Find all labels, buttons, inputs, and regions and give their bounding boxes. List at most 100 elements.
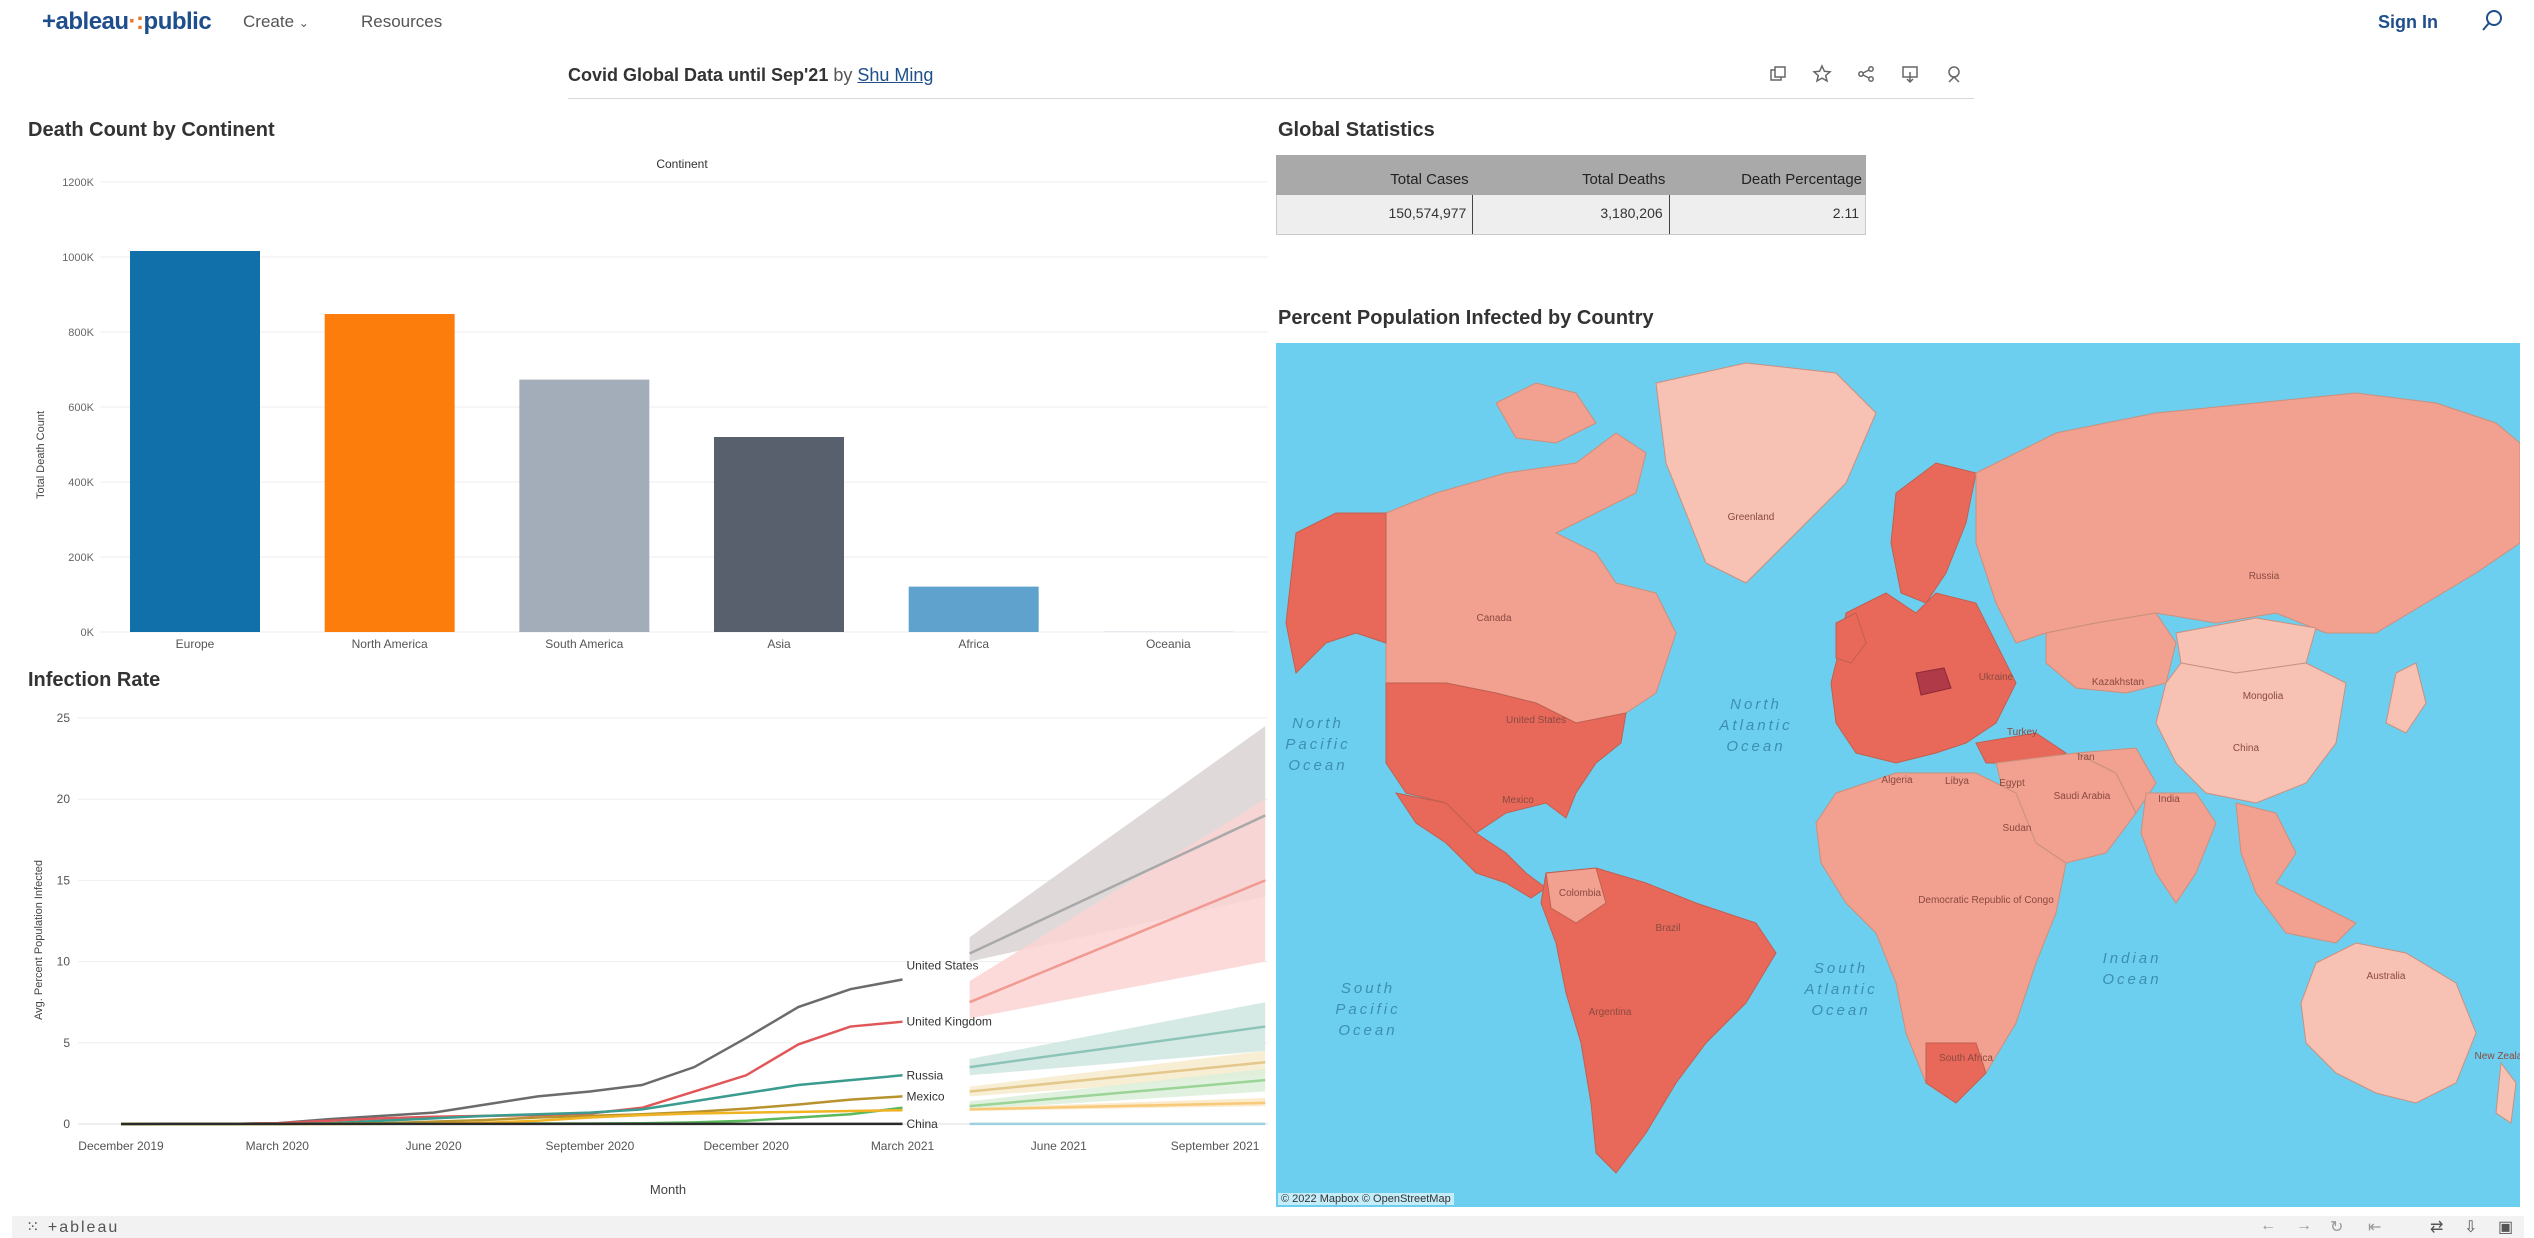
turkey-label: Turkey	[2007, 727, 2037, 738]
mexico-label: Mexico	[1502, 795, 1534, 806]
series-line-united-kingdom[interactable]	[121, 1020, 903, 1126]
undo-icon[interactable]: ←	[2260, 1217, 2276, 1234]
series-end-label: Mexico	[907, 1089, 945, 1103]
author-link[interactable]: Shu Ming	[857, 65, 934, 85]
usa-region	[1385, 682, 1627, 834]
japan-region	[2385, 662, 2427, 734]
line-xtick-label: March 2021	[871, 1139, 935, 1153]
download-footer-icon[interactable]: ⇩	[2464, 1219, 2478, 1236]
logo-dots: ·:	[128, 8, 144, 35]
usa-label: United States	[1506, 715, 1566, 726]
series-end-label: United States	[907, 958, 979, 972]
infection-chart-heading: Infection Rate	[28, 669, 161, 691]
forecast-line-united-kingdom[interactable]	[969, 879, 1266, 1004]
death-percentage-value[interactable]: 2.11	[1832, 205, 1859, 221]
tableau-public-logo[interactable]: +ableau·:public	[42, 8, 212, 36]
revert-icon[interactable]: ↻	[2330, 1219, 2344, 1236]
south-america-region	[1540, 867, 1777, 1174]
bottom-toolbar: ⁙ +ableau ← → ↻ ⇤ ⇄ ⇩ ▣	[12, 1216, 2524, 1238]
series-end-label: Russia	[907, 1068, 944, 1082]
death-count-bar-chart: Continent Total Death Count 0K 200K 400K 60…	[35, 157, 1268, 651]
nav-create[interactable]: Create ⌄	[243, 12, 309, 32]
forecast-line-united-states[interactable]	[969, 814, 1266, 955]
china-label: China	[2233, 743, 2260, 754]
scandinavia-region	[1890, 462, 1977, 604]
svg-text:Pacific: Pacific	[1285, 736, 1350, 753]
bar-ytick-label: 1200K	[62, 177, 94, 189]
arctic-islands-region	[1495, 382, 1597, 444]
tableau-footer-logo[interactable]: ⁙ +ableau	[26, 1219, 120, 1236]
nav-resources[interactable]: Resources	[361, 12, 442, 32]
bar-ytick-label: 800K	[68, 327, 94, 339]
australia-region	[2300, 942, 2477, 1104]
forecast-line-malaysia[interactable]	[969, 1078, 1266, 1108]
indian-ocean-label: Indian	[2103, 950, 2162, 967]
bar-asia[interactable]	[714, 437, 844, 632]
search-icon[interactable]	[2480, 8, 2506, 39]
russia-label: Russia	[2249, 571, 2280, 582]
viz-title-text: Covid Global Data until Sep'21	[568, 65, 829, 85]
series-end-label: United Kingdom	[907, 1015, 992, 1029]
line-xtick-label: June 2021	[1031, 1139, 1087, 1153]
map-attribution[interactable]: © 2022 Mapbox © OpenStreetMap	[1278, 1193, 1454, 1205]
fullscreen-footer-icon[interactable]: ▣	[2498, 1219, 2514, 1236]
share-icon[interactable]	[1854, 64, 1878, 88]
south-africa-label: South Africa	[1939, 1053, 1993, 1064]
total-cases-value[interactable]: 150,574,977	[1277, 195, 1474, 234]
svg-text:Pacific: Pacific	[1335, 1001, 1400, 1018]
viz-title-bar: Covid Global Data until Sep'21 by Shu Mi…	[568, 60, 1974, 99]
forecast-line-mexico[interactable]	[969, 1061, 1266, 1093]
sign-in-link[interactable]: Sign In	[2378, 12, 2438, 32]
line-xtick-label: March 2020	[246, 1139, 310, 1153]
star-icon[interactable]	[1810, 64, 1834, 88]
czechia-region	[1915, 667, 1952, 696]
forecast-line-india[interactable]	[969, 1101, 1266, 1111]
line-ytick-label: 5	[63, 1036, 70, 1050]
fullscreen-icon[interactable]	[1942, 64, 1966, 88]
libya-label: Libya	[1945, 776, 1969, 787]
colombia-region	[1545, 867, 1607, 924]
redo-icon[interactable]: →	[2296, 1217, 2312, 1234]
share-footer-icon[interactable]: ⇄	[2430, 1219, 2444, 1236]
death-chart-heading: Death Count by Continent	[28, 119, 275, 141]
saudi-arabia-label: Saudi Arabia	[2054, 791, 2111, 802]
north-atlantic-label: North	[1730, 696, 1782, 713]
forecast-line-russia[interactable]	[969, 1025, 1266, 1069]
line-xtick-label: December 2020	[704, 1139, 790, 1153]
copy-icon[interactable]	[1766, 64, 1790, 88]
bar-category-label: Asia	[767, 637, 791, 651]
kazakhstan-label: Kazakhstan	[2092, 677, 2144, 688]
svg-text:Atlantic: Atlantic	[1718, 717, 1792, 734]
china-region	[2155, 662, 2347, 804]
australia-label: Australia	[2367, 971, 2406, 982]
bar-europe[interactable]	[130, 251, 260, 632]
new-zealand-region	[2495, 1061, 2517, 1124]
total-deaths-value[interactable]: 3,180,206	[1473, 195, 1670, 234]
bar-south-america[interactable]	[519, 379, 650, 632]
north-pacific-label: North	[1292, 715, 1344, 732]
alaska-region	[1285, 512, 1387, 675]
line-ytick-label: 0	[63, 1117, 70, 1131]
global-statistics-table: Total Cases Total Deaths Death Percentag…	[1276, 155, 1866, 235]
bar-category-label: North America	[352, 637, 428, 651]
series-end-label: China	[907, 1117, 939, 1131]
line-ytick-label: 10	[57, 955, 71, 969]
download-icon[interactable]	[1898, 64, 1922, 88]
bar-africa[interactable]	[908, 586, 1039, 632]
forecast-band-united-kingdom	[969, 799, 1266, 1019]
line-xtick-label: December 2019	[78, 1139, 164, 1153]
southeast-asia-region	[2235, 802, 2357, 944]
world-map[interactable]: North Pacific Ocean North Atlantic Ocean…	[1276, 343, 2520, 1207]
line-xtick-label: September 2020	[546, 1139, 635, 1153]
mexico-region	[1394, 792, 1547, 899]
iran-label: Iran	[2077, 752, 2094, 763]
infection-rate-line-chart: Avg. Percent Population Infected Month 0…	[33, 711, 1268, 1197]
refresh-icon[interactable]: ⇤	[2368, 1219, 2382, 1236]
bar-ytick-label: 1000K	[62, 252, 94, 264]
brazil-label: Brazil	[1655, 923, 1680, 934]
line-xtick-label: September 2021	[1171, 1139, 1260, 1153]
bar-north-america[interactable]	[324, 314, 455, 632]
death-percentage-header: Death Percentage	[1741, 171, 1863, 188]
stats-value-row: 150,574,977 3,180,206 2.11	[1276, 195, 1866, 235]
south-africa-region	[1925, 1042, 1987, 1104]
